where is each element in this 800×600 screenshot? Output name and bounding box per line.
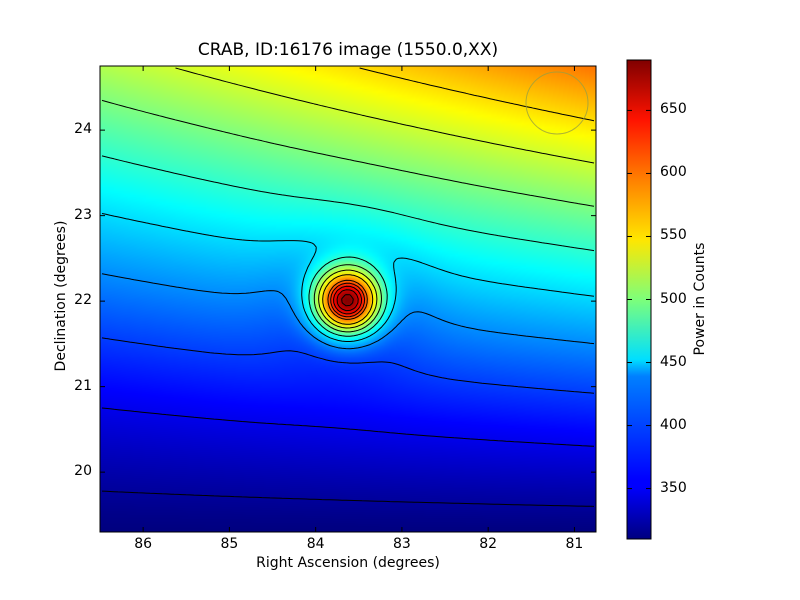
y-tick-label: 20 <box>74 463 92 480</box>
beam-circle <box>525 71 589 135</box>
contour-line <box>336 289 359 312</box>
contour-line <box>101 99 595 333</box>
contour-line <box>101 273 595 350</box>
y-tick-label: 24 <box>74 121 92 138</box>
colorbar-tick-label: 400 <box>660 416 687 433</box>
contour-line <box>333 285 363 315</box>
x-tick-label: 83 <box>392 536 411 552</box>
x-tick-label: 82 <box>479 536 498 552</box>
colorbar-tick-label: 350 <box>660 479 687 496</box>
x-tick-label: 84 <box>306 536 325 552</box>
contour-line <box>101 213 595 342</box>
contour-line <box>101 337 595 394</box>
x-tick-label: 81 <box>565 536 584 552</box>
y-tick-label: 23 <box>74 206 92 223</box>
contour-line <box>101 490 595 507</box>
y-tick-label: 21 <box>74 377 92 394</box>
colorbar-tick-label: 650 <box>660 101 687 118</box>
y-tick-label: 22 <box>74 292 92 309</box>
contour-line <box>330 282 366 318</box>
contour-line <box>322 67 595 325</box>
y-axis-label: Declination (degrees) <box>53 220 69 372</box>
plot-frame <box>99 65 597 533</box>
contour-line <box>101 407 595 447</box>
contour-line <box>175 67 595 329</box>
x-axis-label: Right Ascension (degrees) <box>256 555 440 571</box>
colorbar-ticks <box>627 109 651 490</box>
contour-line <box>327 279 368 320</box>
x-tick-label: 86 <box>134 536 153 552</box>
colorbar-tick-label: 450 <box>660 353 687 370</box>
axis-ticks <box>100 66 596 532</box>
colorbar-tick-label: 550 <box>660 227 687 244</box>
colorbar-label: Power in Counts <box>692 242 708 356</box>
x-tick-label: 85 <box>220 536 239 552</box>
colorbar-tick-label: 600 <box>660 164 687 181</box>
contour-line <box>341 294 354 307</box>
contour-lines <box>101 67 595 507</box>
chart-title: CRAB, ID:16176 image (1550.0,XX) <box>197 40 499 60</box>
heatmap-image <box>100 66 596 532</box>
colorbar-tick-label: 500 <box>660 290 687 307</box>
contour-line <box>101 155 595 337</box>
